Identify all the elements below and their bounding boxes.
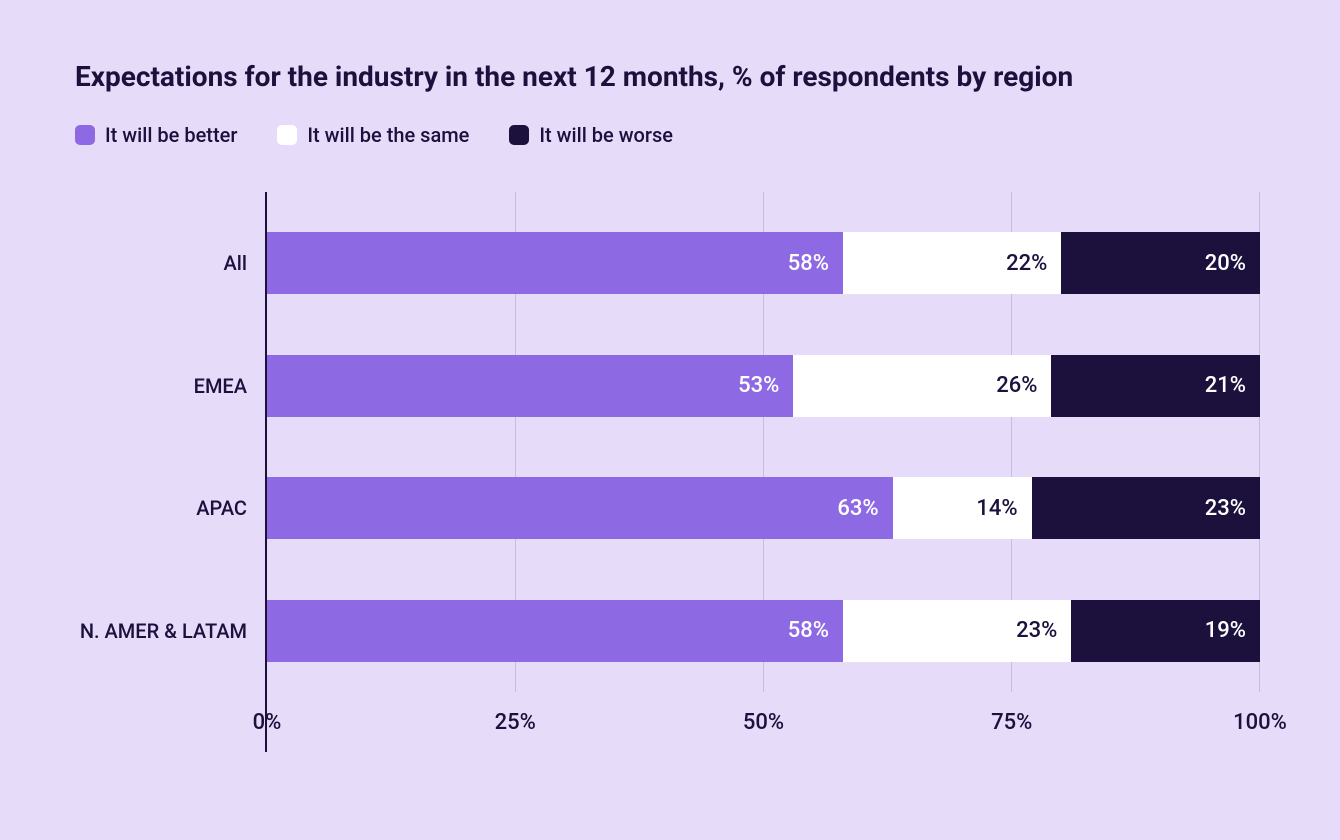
x-axis: 0%25%50%75%100% bbox=[267, 692, 1260, 752]
plot-area: 58%22%20%53%26%21%63%14%23%58%23%19% 0%2… bbox=[265, 192, 1260, 752]
legend-swatch bbox=[75, 125, 95, 145]
x-axis-tick-label: 50% bbox=[743, 710, 784, 735]
bar-segment: 22% bbox=[843, 232, 1061, 294]
legend-swatch bbox=[277, 125, 297, 145]
bar-segment: 58% bbox=[267, 600, 843, 662]
x-axis-tick-label: 25% bbox=[495, 710, 536, 735]
x-axis-tick-label: 75% bbox=[991, 710, 1032, 735]
bar-segment: 23% bbox=[843, 600, 1071, 662]
bar-row: 58%22%20% bbox=[267, 232, 1260, 294]
legend-item: It will be worse bbox=[509, 123, 673, 147]
bar-row: 53%26%21% bbox=[267, 355, 1260, 417]
chart-title: Expectations for the industry in the nex… bbox=[75, 60, 1260, 93]
y-axis-category-label: All bbox=[75, 232, 247, 294]
y-axis-labels: All EMEA APAC N. AMER & LATAM bbox=[75, 192, 265, 752]
legend-item: It will be better bbox=[75, 123, 237, 147]
legend-item: It will be the same bbox=[277, 123, 469, 147]
bar-segment: 23% bbox=[1032, 477, 1260, 539]
y-axis-category-label: EMEA bbox=[75, 355, 247, 417]
bar-row: 63%14%23% bbox=[267, 477, 1260, 539]
y-axis-category-label: APAC bbox=[75, 477, 247, 539]
y-axis-category-label: N. AMER & LATAM bbox=[75, 600, 247, 662]
bar-segment: 20% bbox=[1061, 232, 1260, 294]
legend: It will be better It will be the same It w… bbox=[75, 123, 1260, 147]
bar-segment: 53% bbox=[267, 355, 793, 417]
x-axis-tick-label: 100% bbox=[1233, 710, 1287, 735]
bars-area: 58%22%20%53%26%21%63%14%23%58%23%19% bbox=[267, 192, 1260, 692]
legend-label: It will be the same bbox=[307, 123, 469, 147]
x-axis-tick-label: 0% bbox=[253, 710, 282, 735]
bar-segment: 58% bbox=[267, 232, 843, 294]
bar-segment: 21% bbox=[1051, 355, 1260, 417]
legend-label: It will be worse bbox=[539, 123, 673, 147]
bar-row: 58%23%19% bbox=[267, 600, 1260, 662]
bar-segment: 63% bbox=[267, 477, 893, 539]
bar-segment: 14% bbox=[893, 477, 1032, 539]
bar-segment: 26% bbox=[793, 355, 1051, 417]
bar-segment: 19% bbox=[1071, 600, 1260, 662]
chart-container: AllEMEAAPACN. AMER & LATAM 58%22%20%53%2… bbox=[75, 192, 1260, 752]
legend-swatch bbox=[509, 125, 529, 145]
legend-label: It will be better bbox=[105, 123, 237, 147]
